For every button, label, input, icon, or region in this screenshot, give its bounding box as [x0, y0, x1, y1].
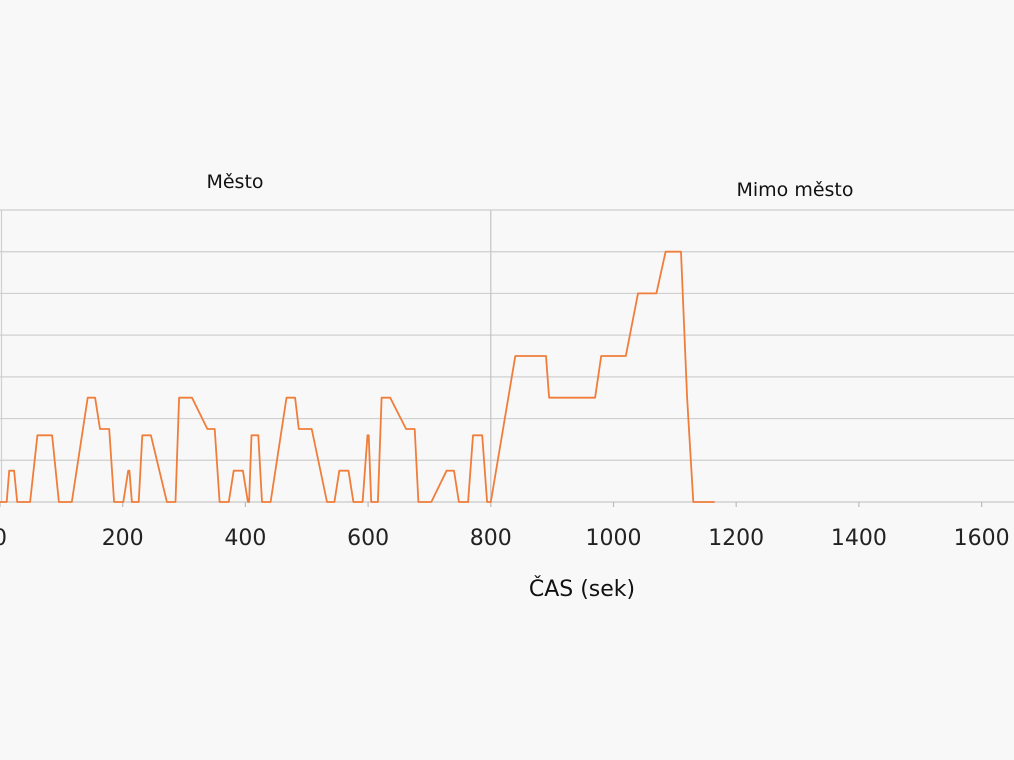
- gridlines: [0, 209, 1014, 503]
- x-axis-ticks: 0 200 400 600 800 1000 1200 1400 1600: [0, 502, 1010, 551]
- x-tick-label-1400: 1400: [831, 526, 887, 551]
- x-tick-label-800: 800: [470, 526, 512, 551]
- region-label-mimo-mesto: Mimo město: [736, 179, 853, 201]
- region-labels: Město Mimo město: [206, 171, 853, 201]
- x-axis-title: ČAS (sek): [529, 576, 635, 602]
- x-tick-label-200: 200: [102, 526, 144, 551]
- x-tick-label-1000: 1000: [586, 526, 642, 551]
- series-line-0: [0, 250, 715, 503]
- x-tick-label-1200: 1200: [708, 526, 764, 551]
- x-tick-label-0: 0: [0, 526, 7, 551]
- region-label-mesto: Město: [206, 171, 263, 193]
- series-layer: [0, 250, 715, 503]
- x-tick-label-1600: 1600: [954, 526, 1010, 551]
- x-tick-label-400: 400: [224, 526, 266, 551]
- x-tick-label-600: 600: [347, 526, 389, 551]
